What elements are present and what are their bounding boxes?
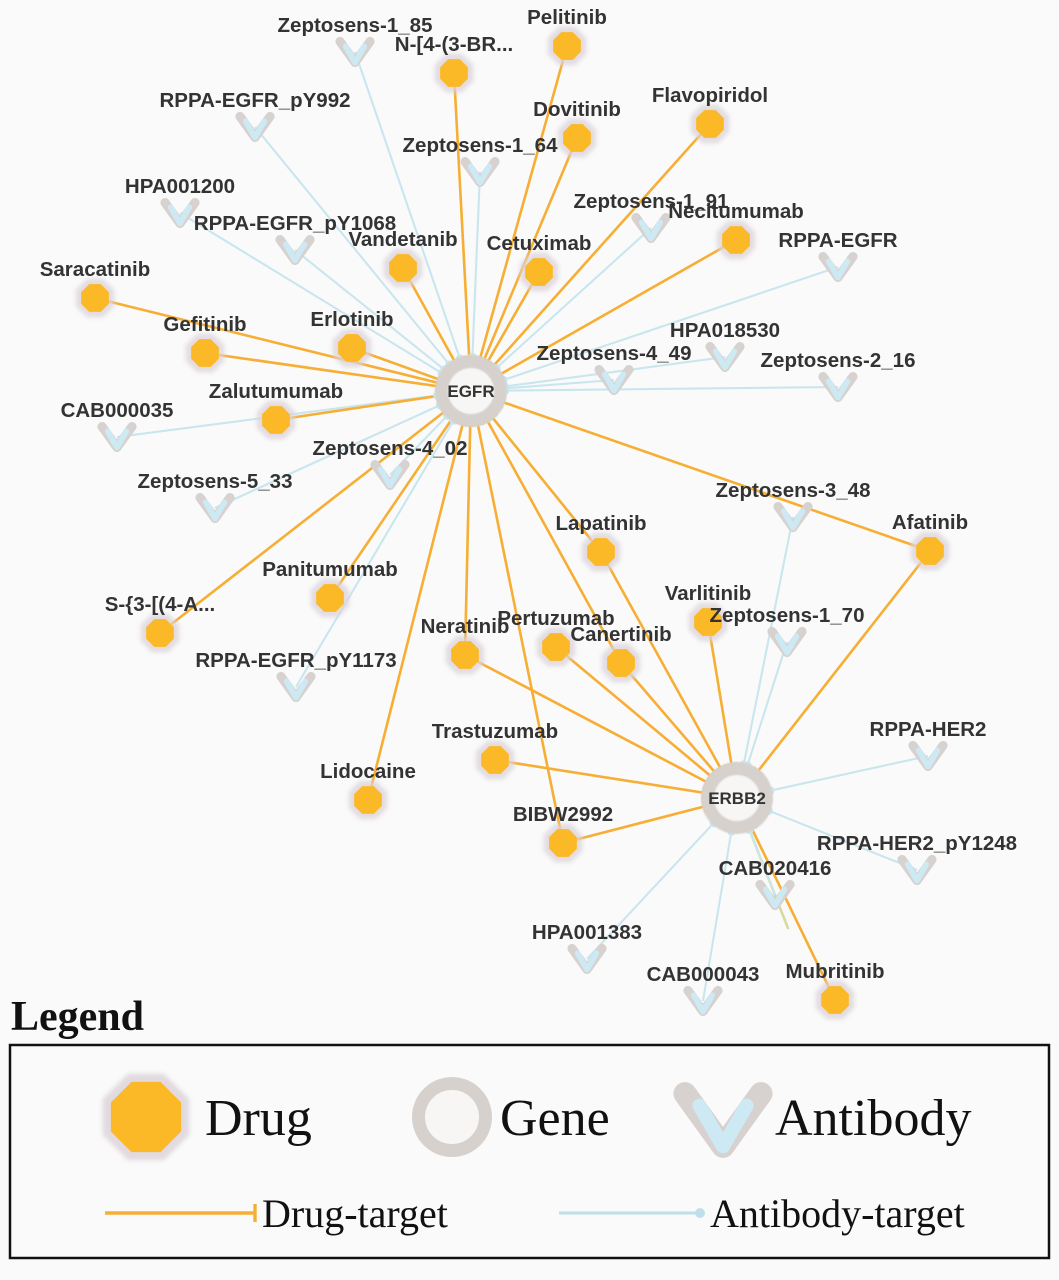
svg-text:Zalutumumab: Zalutumumab (209, 380, 343, 403)
svg-text:RPPA-EGFR_pY1068: RPPA-EGFR_pY1068 (194, 212, 396, 235)
svg-text:HPA001383: HPA001383 (532, 921, 642, 944)
svg-text:Panitumumab: Panitumumab (262, 558, 398, 581)
svg-text:CAB000035: CAB000035 (61, 399, 174, 422)
svg-text:Canertinib: Canertinib (570, 623, 671, 646)
svg-text:Lapatinib: Lapatinib (555, 512, 646, 535)
svg-text:HPA001200: HPA001200 (125, 175, 235, 198)
svg-text:Zeptosens-4_02: Zeptosens-4_02 (313, 437, 468, 460)
svg-text:Legend: Legend (11, 994, 144, 1040)
svg-text:Neratinib: Neratinib (421, 615, 510, 638)
svg-text:RPPA-EGFR: RPPA-EGFR (778, 229, 897, 252)
svg-text:Flavopiridol: Flavopiridol (652, 84, 768, 107)
svg-text:Varlitinib: Varlitinib (665, 582, 752, 605)
svg-text:S-{3-[(4-A...: S-{3-[(4-A... (105, 593, 215, 616)
svg-text:Antibody-target: Antibody-target (710, 1191, 965, 1236)
svg-text:Antibody: Antibody (775, 1090, 971, 1147)
svg-text:Trastuzumab: Trastuzumab (432, 720, 558, 743)
svg-text:Lidocaine: Lidocaine (320, 760, 416, 783)
svg-text:Zeptosens-2_16: Zeptosens-2_16 (761, 349, 916, 372)
svg-text:Zeptosens-1_70: Zeptosens-1_70 (710, 604, 865, 627)
svg-text:HPA018530: HPA018530 (670, 319, 780, 342)
svg-text:Gene: Gene (500, 1090, 610, 1147)
svg-text:Zeptosens-4_49: Zeptosens-4_49 (537, 342, 692, 365)
svg-text:Zeptosens-1_64: Zeptosens-1_64 (403, 134, 559, 157)
svg-text:Cetuximab: Cetuximab (487, 232, 592, 255)
svg-text:Mubritinib: Mubritinib (785, 960, 884, 983)
svg-text:RPPA-EGFR_pY1173: RPPA-EGFR_pY1173 (195, 649, 396, 672)
svg-text:CAB000043: CAB000043 (647, 963, 760, 986)
svg-text:Drug: Drug (205, 1090, 312, 1147)
svg-text:Afatinib: Afatinib (892, 511, 968, 534)
svg-text:Zeptosens-1_85: Zeptosens-1_85 (278, 14, 433, 37)
svg-text:RPPA-HER2_pY1248: RPPA-HER2_pY1248 (817, 832, 1017, 855)
svg-text:Gefitinib: Gefitinib (163, 313, 246, 336)
svg-text:BIBW2992: BIBW2992 (513, 803, 613, 826)
svg-text:CAB020416: CAB020416 (719, 857, 832, 880)
svg-text:Dovitinib: Dovitinib (533, 98, 621, 121)
svg-text:Drug-target: Drug-target (262, 1191, 448, 1236)
svg-text:Zeptosens-3_48: Zeptosens-3_48 (716, 479, 871, 502)
svg-text:RPPA-HER2: RPPA-HER2 (870, 718, 987, 741)
svg-text:Erlotinib: Erlotinib (310, 308, 393, 331)
svg-text:ERBB2: ERBB2 (708, 789, 766, 808)
svg-text:Zeptosens-5_33: Zeptosens-5_33 (138, 470, 293, 493)
svg-text:Pelitinib: Pelitinib (527, 6, 607, 29)
svg-text:RPPA-EGFR_pY992: RPPA-EGFR_pY992 (159, 89, 350, 112)
svg-text:Zeptosens-1_91: Zeptosens-1_91 (574, 190, 729, 213)
svg-text:EGFR: EGFR (447, 382, 494, 401)
svg-text:Saracatinib: Saracatinib (40, 258, 151, 281)
